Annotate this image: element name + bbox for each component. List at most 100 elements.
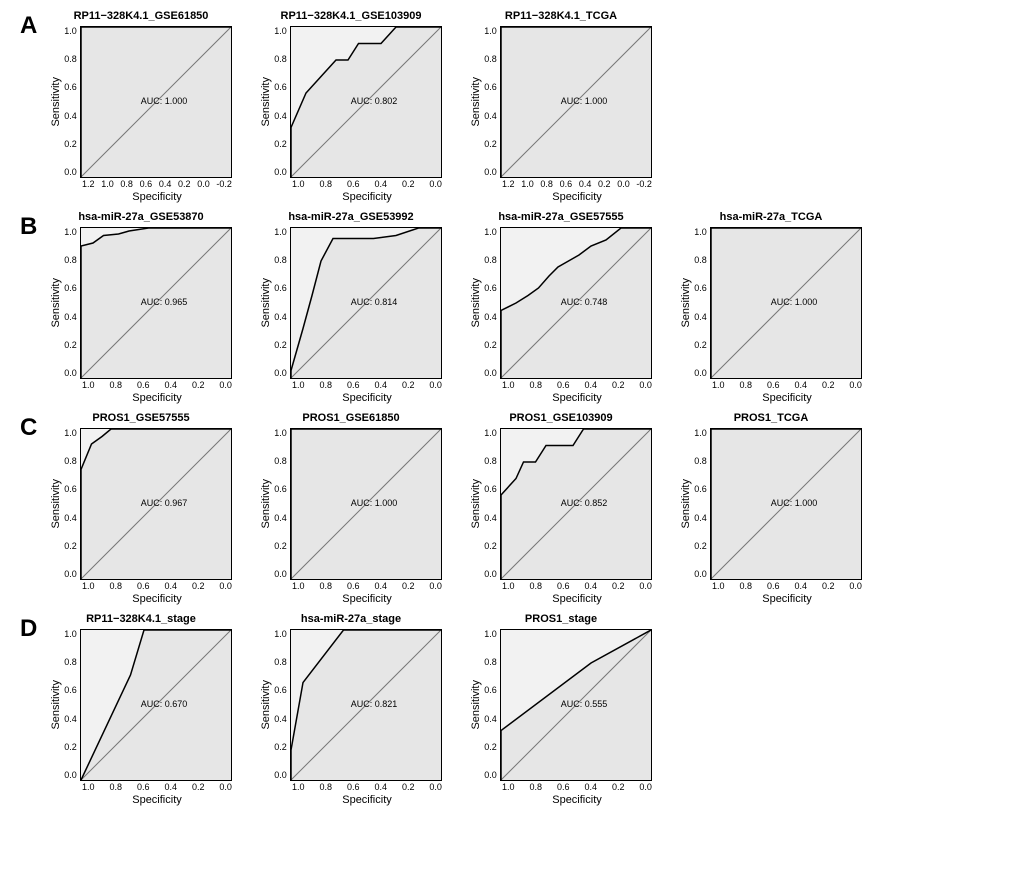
y-axis-label: Sensitivity xyxy=(50,680,62,730)
panel-title: RP11−328K4.1_stage xyxy=(86,613,196,627)
tick: 0.8 xyxy=(109,582,122,591)
tick: 0.6 xyxy=(557,783,570,792)
tick: 0.0 xyxy=(639,582,652,591)
y-axis-label: Sensitivity xyxy=(260,479,272,529)
y-axis-label: Sensitivity xyxy=(680,479,692,529)
tick: 0.0 xyxy=(429,381,442,390)
tick: 0.2 xyxy=(192,783,205,792)
tick: 0.6 xyxy=(347,582,360,591)
tick: 0.2 xyxy=(598,180,611,189)
tick: 0.2 xyxy=(484,140,497,149)
plot-area: AUC: 0.967 xyxy=(80,428,232,580)
tick: 1.0 xyxy=(274,27,287,36)
tick: 0.0 xyxy=(274,168,287,177)
panel-title: PROS1_stage xyxy=(525,613,597,627)
tick: 0.4 xyxy=(374,582,387,591)
tick: 0.2 xyxy=(274,542,287,551)
tick: 0.2 xyxy=(402,582,415,591)
tick: 1.0 xyxy=(274,228,287,237)
roc-panel: PROS1_TCGA Sensitivity 1.00.80.60.40.20.… xyxy=(680,412,862,605)
x-axis-label: Specificity xyxy=(552,392,602,404)
tick: 0.8 xyxy=(484,55,497,64)
panel-title: hsa-miR-27a_TCGA xyxy=(720,211,823,225)
panel-title: hsa-miR-27a_stage xyxy=(301,613,401,627)
tick: 1.0 xyxy=(82,381,95,390)
x-axis-area: 1.00.80.60.40.20.0 Specificity xyxy=(260,580,442,605)
y-axis-ticks: 1.00.80.60.40.20.0 xyxy=(694,429,710,579)
tick: 0.6 xyxy=(557,582,570,591)
figure-row: C PROS1_GSE57555 Sensitivity 1.00.80.60.… xyxy=(20,412,1000,605)
tick: 1.0 xyxy=(64,630,77,639)
tick: 0.0 xyxy=(429,783,442,792)
x-axis-area: 1.21.00.80.60.40.20.0-0.2 Specificity xyxy=(470,178,652,203)
auc-label: AUC: 1.000 xyxy=(771,297,818,307)
tick: 1.0 xyxy=(274,429,287,438)
y-axis-label: Sensitivity xyxy=(470,278,482,328)
row-label: A xyxy=(20,10,50,38)
panels-container: PROS1_GSE57555 Sensitivity 1.00.80.60.40… xyxy=(50,412,862,605)
tick: 0.4 xyxy=(794,381,807,390)
auc-label: AUC: 1.000 xyxy=(351,498,398,508)
tick: 0.6 xyxy=(137,582,150,591)
tick: 0.6 xyxy=(274,485,287,494)
plot-wrap: Sensitivity 1.00.80.60.40.20.0 AUC: 1.00… xyxy=(50,26,232,178)
tick: 0.6 xyxy=(64,284,77,293)
roc-panel: PROS1_GSE103909 Sensitivity 1.00.80.60.4… xyxy=(470,412,652,605)
roc-panel: hsa-miR-27a_GSE57555 Sensitivity 1.00.80… xyxy=(470,211,652,404)
tick: 0.2 xyxy=(274,743,287,752)
figure-row: A RP11−328K4.1_GSE61850 Sensitivity 1.00… xyxy=(20,10,1000,203)
tick: 0.8 xyxy=(484,256,497,265)
tick: 0.4 xyxy=(584,381,597,390)
tick: 0.0 xyxy=(849,582,862,591)
tick: 0.8 xyxy=(274,55,287,64)
x-axis-label: Specificity xyxy=(552,191,602,203)
tick: 0.0 xyxy=(64,168,77,177)
auc-label: AUC: 1.000 xyxy=(561,96,608,106)
roc-panel: hsa-miR-27a_GSE53870 Sensitivity 1.00.80… xyxy=(50,211,232,404)
plot-area: AUC: 1.000 xyxy=(500,26,652,178)
tick: 0.2 xyxy=(612,582,625,591)
tick: 0.8 xyxy=(64,256,77,265)
tick: 0.2 xyxy=(192,381,205,390)
x-axis-label: Specificity xyxy=(762,593,812,605)
tick: 0.4 xyxy=(694,313,707,322)
tick: 0.4 xyxy=(374,381,387,390)
tick: 0.0 xyxy=(484,570,497,579)
x-axis-area: 1.00.80.60.40.20.0 Specificity xyxy=(470,580,652,605)
panel-title: PROS1_GSE103909 xyxy=(509,412,612,426)
x-axis-ticks: 1.00.80.60.40.20.0 xyxy=(82,379,232,390)
tick: -0.2 xyxy=(216,180,232,189)
x-axis-label: Specificity xyxy=(342,794,392,806)
tick: 0.8 xyxy=(274,256,287,265)
y-axis-ticks: 1.00.80.60.40.20.0 xyxy=(64,228,80,378)
y-axis-ticks: 1.00.80.60.40.20.0 xyxy=(64,429,80,579)
y-axis-ticks: 1.00.80.60.40.20.0 xyxy=(274,27,290,177)
tick: 0.6 xyxy=(557,381,570,390)
x-axis-ticks: 1.00.80.60.40.20.0 xyxy=(502,379,652,390)
tick: 1.0 xyxy=(82,783,95,792)
y-axis-label: Sensitivity xyxy=(260,278,272,328)
row-label: B xyxy=(20,211,50,239)
y-axis-label: Sensitivity xyxy=(260,680,272,730)
auc-label: AUC: 0.821 xyxy=(351,699,398,709)
tick: 0.4 xyxy=(159,180,172,189)
x-axis-area: 1.00.80.60.40.20.0 Specificity xyxy=(680,379,862,404)
x-axis-area: 1.21.00.80.60.40.20.0-0.2 Specificity xyxy=(50,178,232,203)
tick: 0.2 xyxy=(64,743,77,752)
tick: 0.8 xyxy=(109,783,122,792)
roc-panel: RP11−328K4.1_TCGA Sensitivity 1.00.80.60… xyxy=(470,10,652,203)
tick: 0.8 xyxy=(319,582,332,591)
tick: 0.6 xyxy=(484,686,497,695)
tick: 0.8 xyxy=(109,381,122,390)
y-axis-ticks: 1.00.80.60.40.20.0 xyxy=(274,429,290,579)
panel-title: hsa-miR-27a_GSE53870 xyxy=(78,211,203,225)
x-axis-ticks: 1.00.80.60.40.20.0 xyxy=(292,580,442,591)
tick: 0.8 xyxy=(64,658,77,667)
plot-area: AUC: 0.555 xyxy=(500,629,652,781)
plot-area: AUC: 0.748 xyxy=(500,227,652,379)
tick: 0.0 xyxy=(274,570,287,579)
tick: 0.0 xyxy=(219,381,232,390)
tick: 0.2 xyxy=(694,341,707,350)
tick: 0.6 xyxy=(64,485,77,494)
tick: 0.8 xyxy=(484,658,497,667)
